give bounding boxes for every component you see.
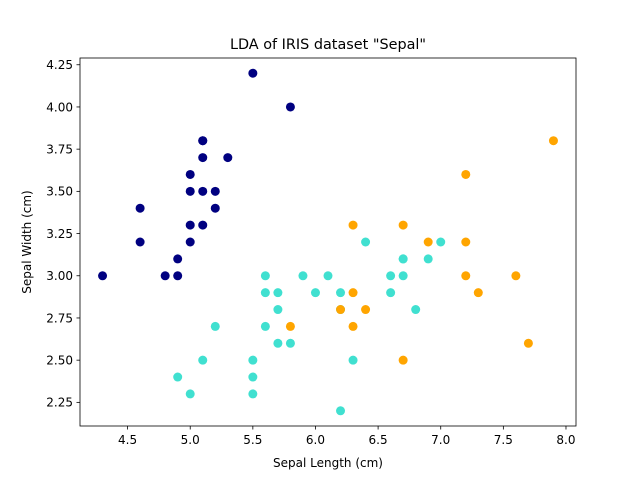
- series-1: [98, 68, 295, 281]
- data-point: [98, 271, 108, 281]
- data-point: [248, 68, 258, 78]
- data-point: [135, 237, 145, 247]
- data-point: [398, 271, 408, 281]
- y-tick-label: 2.75: [46, 311, 73, 325]
- data-point: [173, 254, 183, 264]
- data-point: [185, 237, 195, 247]
- data-point: [210, 203, 220, 213]
- data-point: [361, 305, 371, 315]
- data-point: [210, 321, 220, 331]
- y-axis-label: Sepal Width (cm): [20, 190, 34, 293]
- data-point: [185, 186, 195, 196]
- data-point: [348, 355, 358, 365]
- data-point: [473, 288, 483, 298]
- data-point: [273, 305, 283, 315]
- y-tick-label: 4.00: [46, 100, 73, 114]
- data-point: [198, 153, 208, 163]
- data-point: [386, 271, 396, 281]
- y-tick-label: 2.25: [46, 396, 73, 410]
- data-point: [173, 271, 183, 281]
- y-axis: 2.25 2.50 2.75 3.00 3.25 3.50 3.75 4.00 4.25: [46, 58, 80, 410]
- data-point: [336, 406, 346, 416]
- data-point: [273, 288, 283, 298]
- data-point: [423, 237, 433, 247]
- data-point: [348, 288, 358, 298]
- data-point: [336, 305, 346, 315]
- y-tick-label: 3.25: [46, 227, 73, 241]
- y-tick-label: 3.75: [46, 142, 73, 156]
- x-tick-label: 7.0: [431, 433, 450, 447]
- data-point: [260, 288, 270, 298]
- data-point: [185, 169, 195, 179]
- data-point: [423, 254, 433, 264]
- data-point: [198, 186, 208, 196]
- series-2: [173, 237, 446, 416]
- y-tick-label: 2.50: [46, 353, 73, 367]
- data-point: [185, 389, 195, 399]
- data-point: [198, 220, 208, 230]
- plot-area: [79, 57, 577, 427]
- points-layer: [98, 68, 558, 416]
- x-axis-label: Sepal Length (cm): [273, 456, 383, 470]
- x-tick-label: 5.5: [243, 433, 262, 447]
- data-point: [436, 237, 446, 247]
- x-tick-label: 6.5: [369, 433, 388, 447]
- data-point: [348, 220, 358, 230]
- data-point: [173, 372, 183, 382]
- data-point: [285, 321, 295, 331]
- chart-title: LDA of IRIS dataset "Sepal": [230, 37, 426, 53]
- data-point: [285, 338, 295, 348]
- data-point: [248, 372, 258, 382]
- data-point: [248, 389, 258, 399]
- data-point: [260, 271, 270, 281]
- data-point: [285, 102, 295, 112]
- data-point: [336, 288, 346, 298]
- data-point: [248, 355, 258, 365]
- data-point: [386, 288, 396, 298]
- data-point: [198, 355, 208, 365]
- data-point: [461, 169, 471, 179]
- data-point: [461, 237, 471, 247]
- data-point: [398, 254, 408, 264]
- x-tick-label: 6.0: [306, 433, 325, 447]
- data-point: [135, 203, 145, 213]
- data-point: [461, 271, 471, 281]
- x-axis: 4.5 5.0 5.5 6.0 6.5 7.0 7.5 8.0: [118, 426, 576, 447]
- data-point: [260, 321, 270, 331]
- data-point: [310, 288, 320, 298]
- series-3: [285, 136, 558, 365]
- data-point: [511, 271, 521, 281]
- data-point: [160, 271, 170, 281]
- y-tick-label: 3.00: [46, 269, 73, 283]
- data-point: [361, 237, 371, 247]
- x-tick-label: 4.5: [118, 433, 137, 447]
- y-tick-label: 4.25: [46, 58, 73, 72]
- data-point: [523, 338, 533, 348]
- data-point: [185, 220, 195, 230]
- plot-frame: [79, 57, 577, 427]
- x-tick-label: 7.5: [494, 433, 513, 447]
- data-point: [273, 338, 283, 348]
- data-point: [411, 305, 421, 315]
- x-tick-label: 8.0: [556, 433, 575, 447]
- data-point: [398, 220, 408, 230]
- data-point: [323, 271, 333, 281]
- data-point: [210, 186, 220, 196]
- data-point: [298, 271, 308, 281]
- data-point: [548, 136, 558, 146]
- data-point: [223, 153, 233, 163]
- data-point: [348, 321, 358, 331]
- y-tick-label: 3.50: [46, 185, 73, 199]
- x-tick-label: 5.0: [181, 433, 200, 447]
- data-point: [198, 136, 208, 146]
- data-point: [398, 355, 408, 365]
